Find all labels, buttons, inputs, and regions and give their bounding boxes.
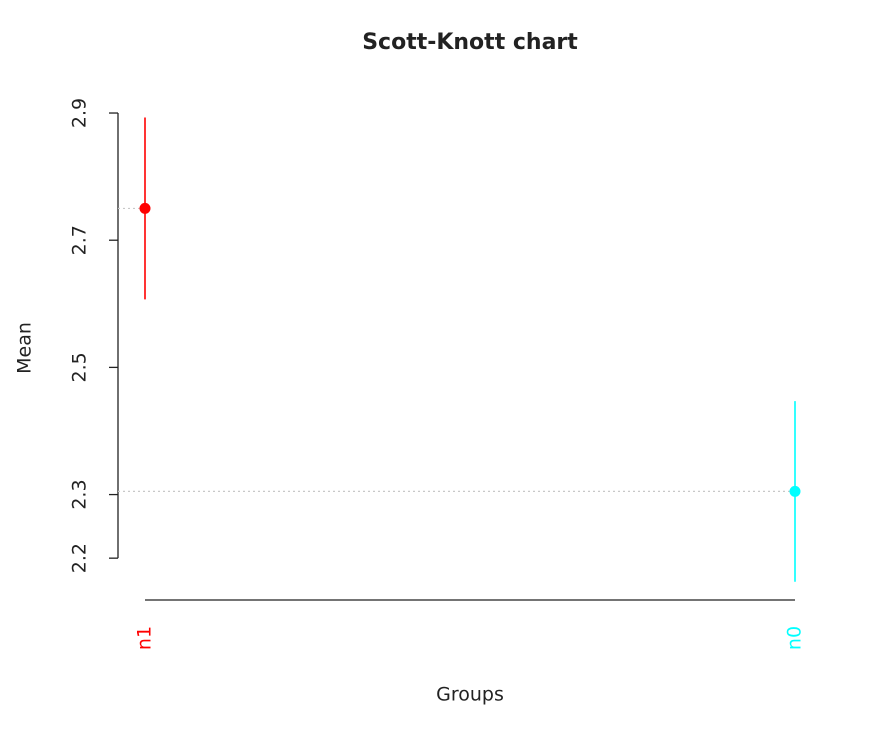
- x-tick-label: n1: [134, 626, 156, 650]
- y-tick-label: 2.9: [69, 98, 91, 128]
- y-tick-label: 2.3: [69, 479, 91, 509]
- y-axis-label: Mean: [14, 322, 36, 374]
- y-tick-label: 2.5: [69, 352, 91, 382]
- point: [789, 485, 801, 497]
- y-tick-label: 2.7: [69, 225, 91, 255]
- chart-title: Scott-Knott chart: [362, 30, 578, 55]
- y-tick-label: 2.2: [69, 543, 91, 573]
- x-axis-label: Groups: [436, 684, 504, 706]
- x-tick-label: n0: [784, 626, 806, 650]
- point: [139, 202, 151, 214]
